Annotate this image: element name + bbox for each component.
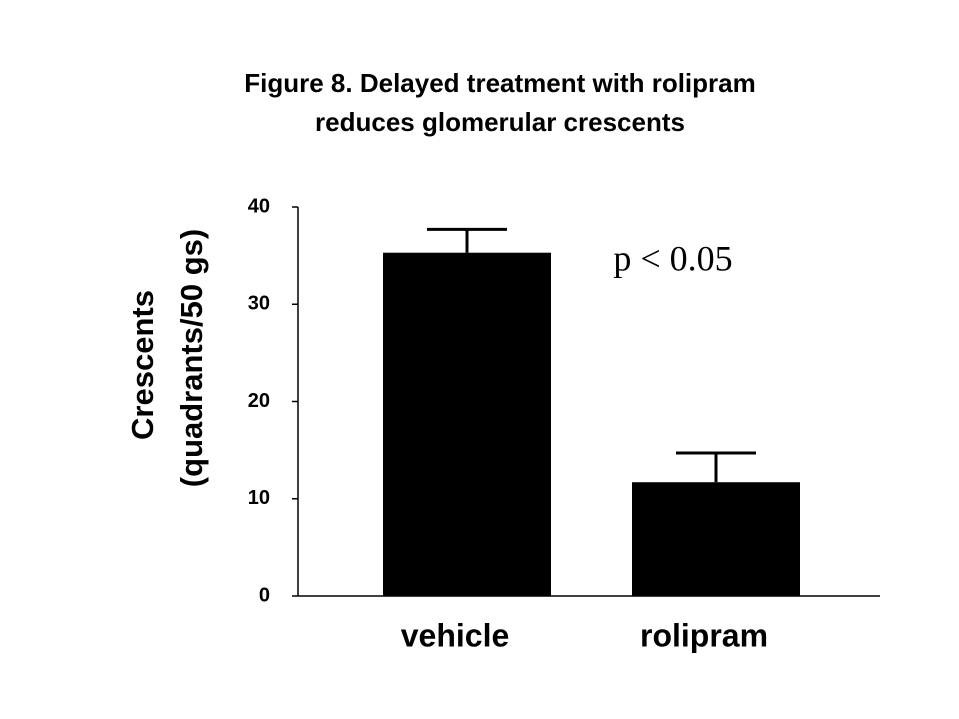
x-tick-label: rolipram [640,617,768,653]
chart-title: Figure 8. Delayed treatment with rolipra… [244,68,755,98]
y-tick-label: 30 [248,293,270,315]
chart-title: reduces glomerular crescents [315,107,685,137]
x-tick-label: vehicle [401,617,510,653]
y-tick-label: 10 [248,487,270,509]
y-tick-label: 0 [259,584,270,606]
y-tick-label: 20 [248,390,270,412]
bar [632,482,800,596]
y-axis-label: Crescents [125,290,160,440]
bar [383,252,551,596]
annotation: p < 0.05 [613,238,732,278]
y-tick-label: 40 [248,195,270,217]
y-axis-label: (quadrants/50 gs) [174,229,209,487]
